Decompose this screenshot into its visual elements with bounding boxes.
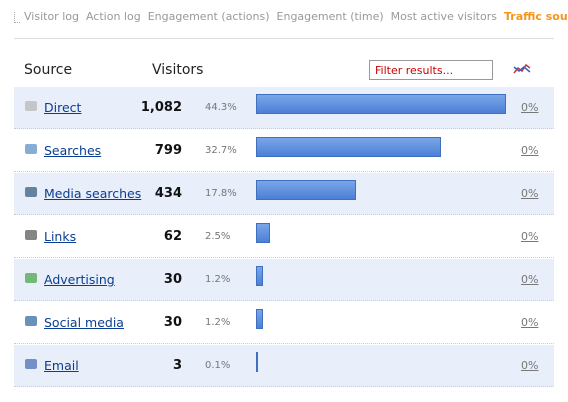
tab[interactable]: Action log	[85, 10, 141, 23]
percent: 1.2%	[205, 274, 231, 285]
source-icon	[25, 359, 37, 369]
table-row: Media searches 434 17.8% 0%	[14, 173, 554, 215]
source-link[interactable]: Direct	[44, 100, 82, 115]
change[interactable]: 0%	[521, 144, 539, 157]
source-icon	[25, 187, 37, 197]
bar	[256, 94, 506, 114]
column-header: Source	[24, 62, 73, 78]
source-icon	[25, 101, 37, 111]
visitors: 3	[172, 358, 182, 373]
tree-corner	[14, 12, 20, 23]
tab-bar: Visitor log Action log Engagement (actions…	[24, 10, 568, 23]
visitors: 1,082	[140, 100, 182, 115]
source-icon	[25, 230, 37, 240]
table-row: Social media 30 1.2% 0%	[14, 302, 554, 344]
change[interactable]: 0%	[521, 273, 539, 286]
source-icon	[25, 144, 37, 154]
source-link[interactable]: Advertising	[44, 272, 115, 287]
source-icon	[25, 316, 37, 326]
visitors: 62	[163, 229, 182, 244]
source-link[interactable]: Searches	[44, 143, 102, 158]
tab[interactable]: Most active visitors	[390, 10, 497, 23]
bar	[256, 309, 263, 329]
percent: 32.7%	[205, 145, 237, 156]
change[interactable]: 0%	[521, 101, 539, 114]
percent: 44.3%	[205, 102, 237, 113]
change[interactable]: 0%	[521, 230, 539, 243]
change[interactable]: 0%	[521, 187, 539, 200]
bar	[256, 352, 258, 372]
bar	[256, 266, 263, 286]
bar	[256, 180, 357, 200]
table-row: Email 3 0.1% 0%	[14, 345, 554, 387]
change[interactable]: 0%	[521, 359, 539, 372]
tab[interactable]: Engagement (actions)	[147, 10, 270, 23]
source-icon	[25, 273, 37, 283]
divider	[14, 38, 554, 39]
source-link[interactable]: Social media	[44, 315, 124, 330]
table-row: Searches 799 32.7% 0%	[14, 130, 554, 172]
bar	[256, 137, 441, 157]
change[interactable]: 0%	[521, 316, 539, 329]
table-row: Direct 1,082 44.3% 0%	[14, 87, 554, 129]
percent: 1.2%	[205, 317, 231, 328]
visitors: 434	[154, 186, 182, 201]
visitors: 30	[163, 315, 182, 330]
visitors: 799	[154, 143, 182, 158]
source-link[interactable]: Media searches	[44, 186, 142, 201]
chart-icon[interactable]	[513, 62, 531, 76]
percent: 2.5%	[205, 231, 231, 242]
tab[interactable]: Visitor log	[24, 10, 79, 23]
visitors: 30	[163, 272, 182, 287]
tab[interactable]: Engagement (time)	[276, 10, 384, 23]
source-link[interactable]: Links	[44, 229, 77, 244]
source-link[interactable]: Email	[44, 358, 79, 373]
percent: 17.8%	[205, 188, 237, 199]
tab[interactable]: Traffic sources	[503, 10, 568, 23]
table-row: Links 62 2.5% 0%	[14, 216, 554, 258]
table-row: Advertising 30 1.2% 0%	[14, 259, 554, 301]
percent: 0.1%	[205, 360, 231, 371]
filter-input[interactable]: Filter results...	[369, 60, 493, 80]
column-header: Visitors	[152, 62, 204, 78]
bar	[256, 223, 271, 243]
